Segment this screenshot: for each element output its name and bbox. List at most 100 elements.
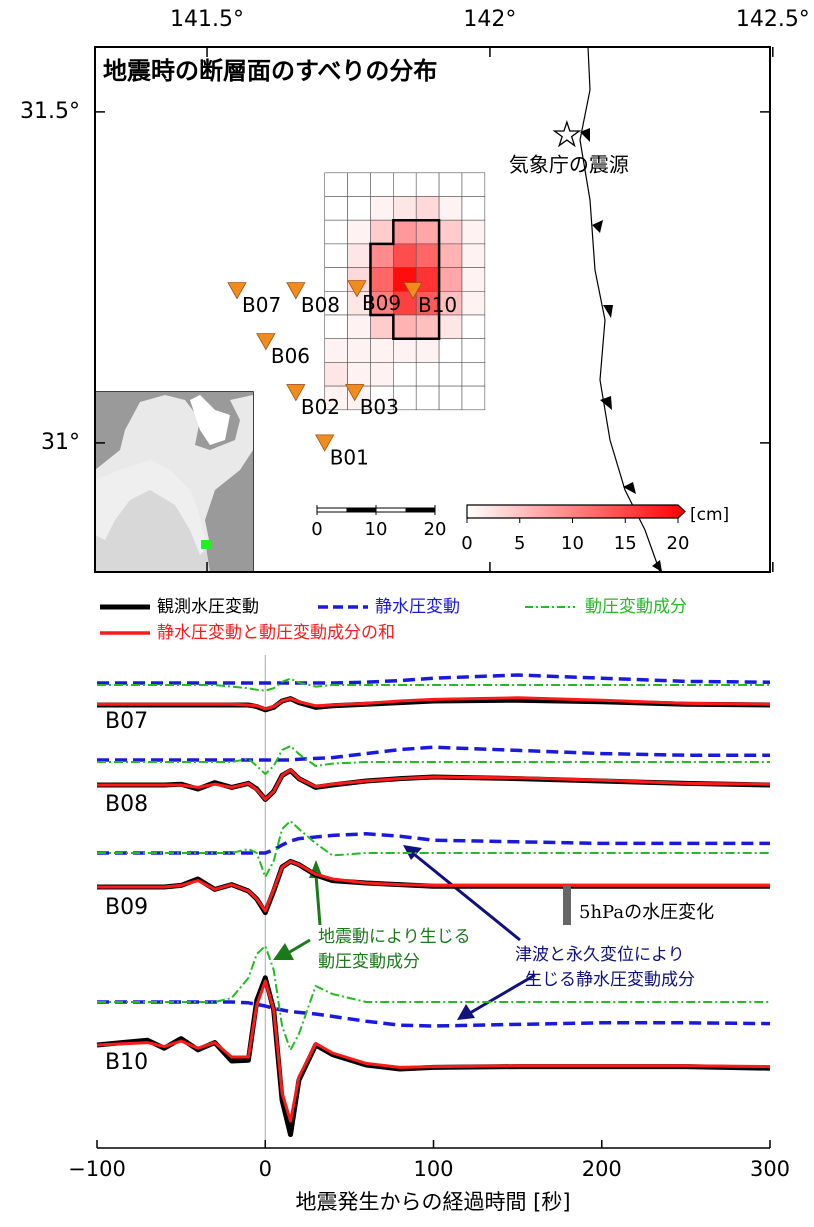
slip-cell [325,220,348,244]
slip-cell [370,362,393,386]
slip-cell [370,268,393,292]
series-line [97,747,770,760]
epicenter-marker [555,122,580,146]
slip-cell [348,173,371,197]
slip-cell [348,315,371,339]
slip-cell [370,173,393,197]
slip-cell [370,220,393,244]
station-label: B09 [362,291,401,315]
slip-cell [325,315,348,339]
annotation-line: 動圧変動成分 [318,952,420,972]
slip-cell [439,268,462,292]
scale-bar-seg [347,508,377,512]
series-line [97,771,770,800]
x-tick-label: 0 [259,1157,272,1181]
legend-label: 動圧変動成分 [585,597,687,617]
x-tick-label: 142° [463,7,516,32]
slip-cell [439,362,462,386]
slip-cell [439,315,462,339]
slip-cell [416,386,439,410]
slip-cell [416,220,439,244]
x-tick-label: −100 [68,1157,126,1181]
slip-cell [393,173,416,197]
slip-cell [439,173,462,197]
legend-label: 静水圧変動 [375,597,460,617]
inset-map [95,392,253,572]
station-label: B03 [360,395,399,419]
series-line [97,834,770,853]
annotation-line: 津波と永久変位により [515,945,685,965]
station-label: B08 [105,792,148,817]
slip-cell [416,339,439,363]
slip-cell [393,220,416,244]
x-tick-label: 100 [413,1157,453,1181]
slip-cell [393,244,416,268]
colorbar-tick-label: 20 [667,533,690,554]
trench [580,47,662,572]
slip-cell [416,268,439,292]
slip-cell [348,362,371,386]
slip-cell [393,196,416,220]
scale-bar-label: 10 [365,519,388,540]
slip-cell [416,173,439,197]
station-label: B02 [301,395,340,419]
slip-cell [416,244,439,268]
station-label: B01 [330,445,369,469]
slip-cell [393,362,416,386]
slip-cell [462,244,485,268]
epicenter-label: 気象庁の震源 [509,153,629,177]
slip-cell [325,196,348,220]
slip-cell [416,362,439,386]
station-label: B07 [105,709,148,734]
slip-cell [348,196,371,220]
slip-cell [439,386,462,410]
slip-cell [439,244,462,268]
x-tick-label: 141.5° [170,7,244,32]
station-label: B10 [418,293,457,317]
slip-cell [325,268,348,292]
scale-bar-seg [406,508,436,512]
series-line [97,675,770,683]
slip-cell [370,315,393,339]
series-line [97,1002,770,1026]
slip-cell [325,173,348,197]
slip-cell [325,362,348,386]
slip-cell [348,220,371,244]
scale-bar-label: 0 [311,519,322,540]
slip-cell [462,220,485,244]
x-tick-label: 142.5° [736,7,810,32]
slip-cell [462,291,485,315]
y-tick-label: 31° [41,430,80,455]
slip-cell [439,220,462,244]
page: {"chart_data": [ {"type": "map", "title"… [0,0,814,1223]
slip-cell [439,196,462,220]
colorbar-unit: [cm] [690,505,729,525]
station-label: B06 [271,344,310,368]
x-axis-title: 地震発生からの経過時間 [秒] [295,1190,570,1214]
slip-cell [348,244,371,268]
slip-cell [325,339,348,363]
slip-cell [439,339,462,363]
colorbar-tick-label: 5 [514,533,525,554]
figure: 地震時の断層面のすべりの分布 [cm] 観測水圧変動 静水圧変動 動圧変動成分 … [0,0,814,1223]
colorbar-tick-label: 10 [561,533,584,554]
map-title: 地震時の断層面のすべりの分布 [103,57,437,85]
slip-cell [462,268,485,292]
station-label: B08 [301,293,340,317]
annotation-line: 生じる静水圧変動成分 [525,970,695,990]
slip-cell [462,386,485,410]
slip-cell [393,339,416,363]
slip-cell [370,339,393,363]
y-tick-label: 31.5° [20,99,80,124]
legend-label: 静水圧変動と動圧変動成分の和 [157,623,395,643]
slip-cell [348,339,371,363]
x-tick-label: 200 [582,1157,622,1181]
slip-cell [462,362,485,386]
station-label: B09 [105,895,148,920]
scale-bar-label: 5hPaの水圧変化 [579,902,714,923]
colorbar-tick-label: 15 [614,533,637,554]
slip-cell [462,196,485,220]
station-label: B10 [105,1050,148,1075]
annotation-line: 地震動により生じる [318,927,471,947]
slip-cell [462,339,485,363]
